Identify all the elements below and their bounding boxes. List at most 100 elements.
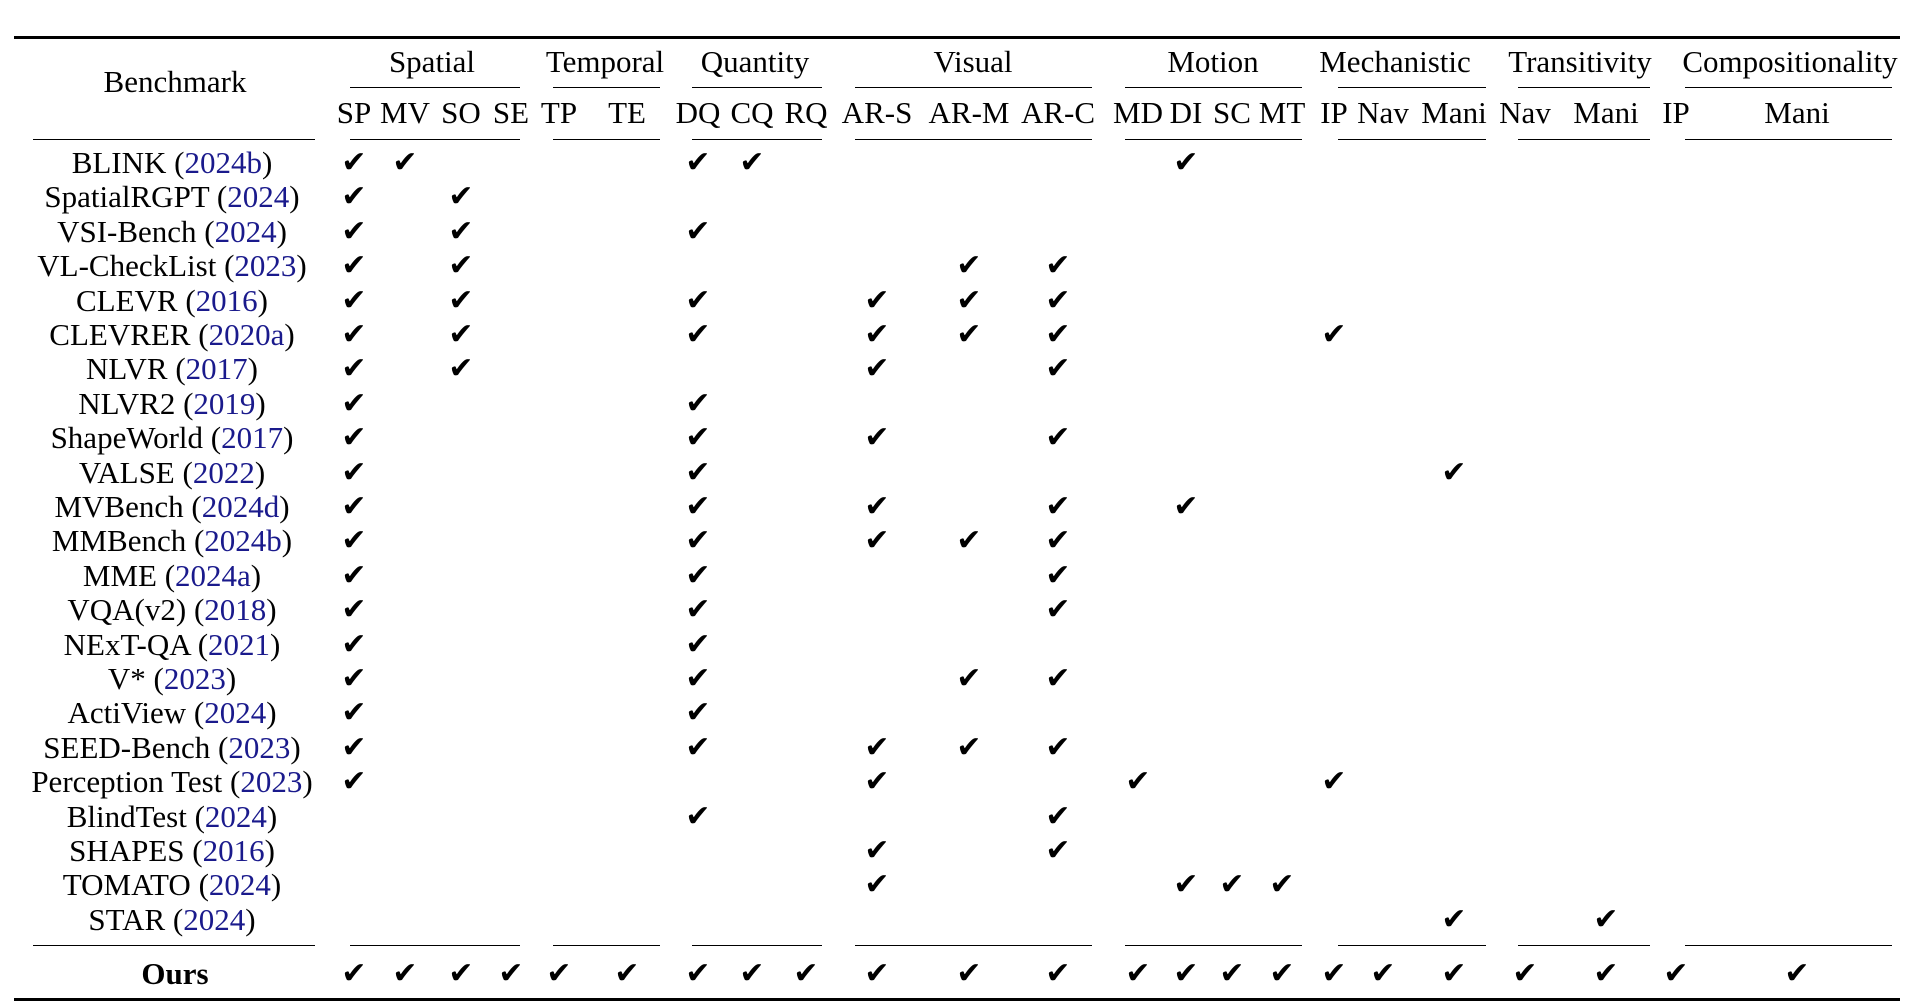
column-header-se: SE	[492, 95, 530, 130]
check-mark: ✔	[685, 730, 711, 764]
citation-year[interactable]: 2022	[192, 454, 255, 490]
citation-year[interactable]: 2023	[163, 661, 226, 696]
citation-year[interactable]: 2024	[183, 901, 246, 937]
citation-year[interactable]: 2024b	[204, 523, 282, 559]
check-mark: ✔	[1045, 662, 1071, 695]
ours-label: Ours	[141, 956, 209, 991]
check-mark-ours: ✔	[1125, 957, 1151, 990]
benchmark-name: ShapeWorld (2017)	[51, 422, 294, 453]
check-mark: ✔	[1045, 249, 1071, 283]
citation-paren: )	[254, 454, 266, 490]
benchmark-title: NLVR (	[86, 351, 186, 387]
check-mark: ✔	[1045, 421, 1071, 455]
citation-paren: )	[302, 764, 313, 800]
citation-paren: )	[266, 695, 277, 731]
check-mark: ✔	[341, 627, 367, 661]
check-mark: ✔	[341, 146, 367, 179]
check-mark: ✔	[341, 765, 367, 799]
rule-subheader-0	[350, 139, 520, 140]
check-mark-ours: ✔	[956, 957, 982, 990]
benchmark-name: VQA(v2) (2018)	[67, 594, 276, 625]
check-mark: ✔	[341, 490, 367, 523]
rule-ours-3	[855, 945, 1092, 946]
citation-year[interactable]: 2021	[208, 626, 271, 662]
citation-year[interactable]: 2023	[240, 764, 303, 800]
check-mark: ✔	[864, 421, 890, 455]
benchmark-title: VL-CheckList (	[37, 248, 235, 284]
group-underline-motion	[1125, 87, 1302, 88]
benchmark-name: VSI-Bench (2024)	[57, 216, 287, 247]
benchmark-title: SHAPES (	[69, 833, 203, 868]
group-header-transitivity: Transitivity	[1508, 44, 1652, 79]
check-mark: ✔	[448, 318, 474, 351]
citation-year[interactable]: 2016	[195, 282, 258, 318]
citation-paren: )	[290, 729, 301, 765]
citation-year[interactable]: 2024	[227, 179, 290, 215]
check-mark: ✔	[685, 283, 711, 317]
check-mark: ✔	[685, 455, 711, 489]
rule-ours-benchmark	[33, 945, 315, 946]
rule-ours-2	[692, 945, 822, 946]
citation-paren: )	[270, 626, 281, 662]
group-underline-mechanistic	[1338, 87, 1486, 88]
check-mark: ✔	[1045, 799, 1071, 833]
benchmark-title: BLINK (	[71, 145, 185, 180]
citation-paren: )	[247, 351, 258, 387]
check-mark: ✔	[341, 662, 367, 695]
check-mark-ours: ✔	[1593, 957, 1619, 990]
group-underline-quantity	[692, 87, 822, 88]
check-mark: ✔	[1321, 318, 1347, 351]
citation-year[interactable]: 2018	[204, 592, 267, 628]
check-mark: ✔	[685, 318, 711, 351]
citation-year[interactable]: 2024	[208, 867, 271, 903]
benchmark-title: ActiView (	[67, 695, 205, 731]
citation-year[interactable]: 2024	[204, 798, 267, 834]
check-mark: ✔	[1173, 146, 1199, 179]
citation-year[interactable]: 2016	[202, 833, 265, 868]
citation-year[interactable]: 2023	[234, 248, 297, 284]
check-mark: ✔	[1045, 352, 1071, 386]
column-header-ar-c: AR-C	[1020, 95, 1096, 130]
check-mark: ✔	[956, 318, 982, 351]
benchmark-title: CLEVR (	[75, 282, 196, 318]
check-mark: ✔	[864, 490, 890, 523]
benchmark-title: MVBench (	[54, 489, 202, 524]
citation-paren: )	[276, 213, 287, 249]
benchmark-title: MME (	[82, 557, 176, 593]
check-mark: ✔	[448, 214, 474, 248]
rule-ours-6	[1518, 945, 1650, 946]
check-mark: ✔	[341, 180, 367, 214]
benchmark-name: SEED-Bench (2023)	[43, 732, 300, 763]
benchmark-title: VALSE (	[78, 454, 193, 490]
citation-year[interactable]: 2024a	[175, 557, 251, 593]
citation-year[interactable]: 2024	[214, 213, 277, 249]
column-header-sc: SC	[1213, 95, 1251, 130]
citation-year[interactable]: 2024	[204, 695, 267, 731]
rule-ours-7	[1685, 945, 1892, 946]
check-mark-ours: ✔	[1269, 957, 1295, 990]
citation-paren: )	[283, 420, 294, 456]
group-header-motion: Motion	[1167, 44, 1259, 79]
citation-paren: )	[245, 901, 256, 937]
citation-year[interactable]: 2017	[185, 351, 248, 387]
citation-year[interactable]: 2023	[228, 729, 291, 765]
citation-year[interactable]: 2020a	[208, 317, 285, 352]
check-mark: ✔	[1045, 730, 1071, 764]
benchmark-name: BlindTest (2024)	[67, 801, 278, 832]
benchmark-name: STAR (2024)	[88, 904, 255, 935]
check-mark-ours: ✔	[739, 957, 765, 990]
check-mark: ✔	[341, 214, 367, 248]
check-mark-ours: ✔	[341, 957, 367, 990]
rule-subheader-1	[553, 139, 660, 140]
group-header-temporal: Temporal	[545, 44, 665, 79]
column-header-ip: IP	[1662, 95, 1690, 130]
citation-year[interactable]: 2024d	[201, 489, 280, 524]
citation-year[interactable]: 2024b	[184, 145, 262, 180]
check-mark: ✔	[1045, 834, 1071, 867]
benchmark-name: VL-CheckList (2023)	[37, 250, 306, 281]
citation-year[interactable]: 2019	[193, 385, 256, 421]
check-mark-ours: ✔	[1784, 957, 1810, 990]
benchmark-name: MME (2024a)	[83, 560, 261, 591]
check-mark-ours: ✔	[1663, 957, 1689, 990]
citation-year[interactable]: 2017	[221, 420, 284, 456]
